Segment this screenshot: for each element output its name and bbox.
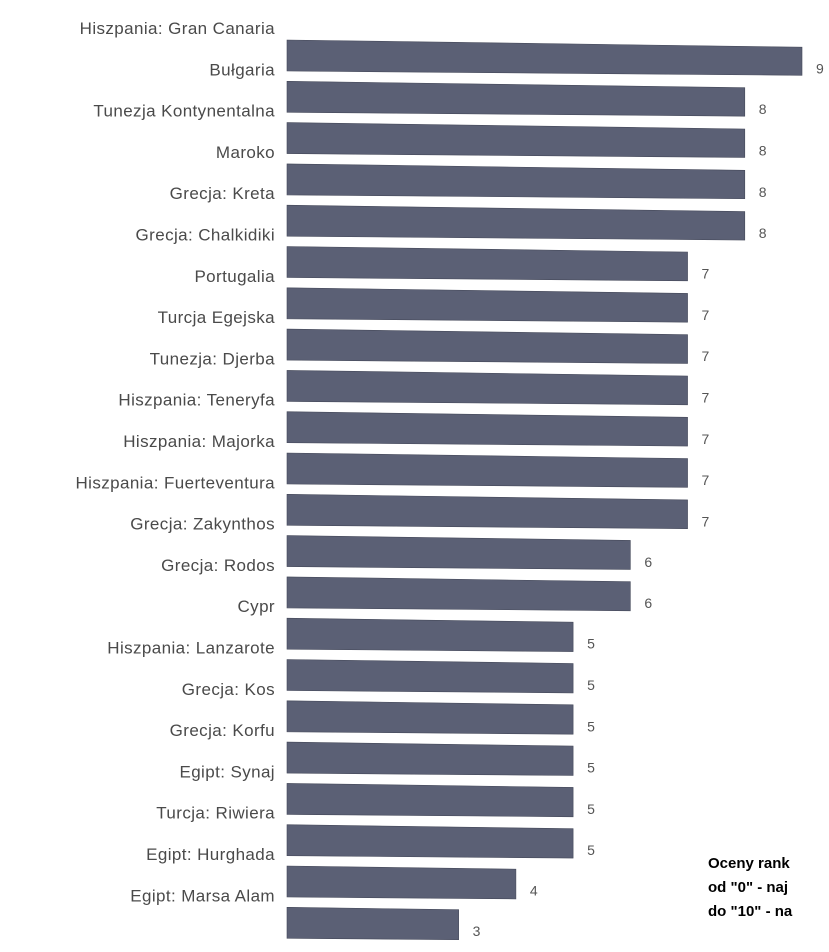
- value-label: 7: [702, 431, 710, 447]
- category-label: Tunezja Kontynentalna: [93, 102, 275, 121]
- value-label: 7: [702, 513, 710, 529]
- category-label: Hiszpania: Majorka: [123, 432, 275, 451]
- bar-9: [286, 370, 688, 406]
- bar-7: [286, 287, 688, 323]
- note-line-1: Oceny rank: [708, 855, 790, 872]
- category-labels-layer: Hiszpania: Gran Canaria Bułgaria Tunezja K…: [75, 19, 276, 905]
- bar-20: [286, 824, 574, 859]
- bar-12: [286, 493, 688, 529]
- category-label: Cypr: [238, 597, 276, 616]
- value-label: 8: [759, 184, 767, 200]
- category-label: Turcja Egejska: [158, 308, 276, 327]
- bar-22: [286, 906, 459, 941]
- category-label: Grecja: Kos: [182, 680, 275, 699]
- bar-16: [286, 659, 574, 694]
- value-label: 7: [702, 307, 710, 323]
- category-label: Tunezja: Djerba: [150, 349, 276, 368]
- category-label: Maroko: [216, 143, 275, 162]
- value-label: 5: [587, 760, 595, 776]
- bar-5: [286, 204, 746, 241]
- category-label: Turcja: Riwiera: [156, 804, 275, 823]
- note-line-3: do "10" - na: [708, 903, 793, 920]
- bar-13: [286, 535, 631, 570]
- bar-19: [286, 783, 574, 818]
- category-label: Grecja: Korfu: [170, 721, 275, 740]
- value-label: 9: [816, 61, 824, 77]
- bars-layer: [286, 39, 803, 941]
- value-label: 7: [702, 266, 710, 282]
- category-label: Grecja: Chalkidiki: [136, 226, 275, 245]
- value-label: 3: [473, 923, 481, 939]
- value-label: 7: [702, 390, 710, 406]
- category-label: Hiszpania: Fuerteventura: [75, 473, 275, 492]
- bar-18: [286, 741, 574, 776]
- bar-6: [286, 246, 688, 282]
- bar-8: [286, 328, 688, 364]
- bar-11: [286, 452, 688, 488]
- bar-4: [286, 163, 746, 200]
- category-label: Grecja: Kreta: [170, 184, 275, 203]
- bar-2: [286, 80, 746, 117]
- category-label: Hiszpania: Teneryfa: [118, 391, 275, 410]
- bar-14: [286, 576, 631, 612]
- rating-scale-note: Oceny rank od "0" - naj do "10" - na: [708, 852, 792, 924]
- value-label: 6: [644, 595, 652, 611]
- bar-1: [286, 39, 803, 76]
- category-label: Egipt: Synaj: [179, 762, 275, 781]
- value-label: 8: [759, 143, 767, 159]
- value-label: 5: [587, 677, 595, 693]
- bar-10: [286, 411, 688, 447]
- category-label: Grecja: Rodos: [161, 556, 275, 575]
- category-label: Grecja: Zakynthos: [130, 515, 275, 534]
- bar-17: [286, 700, 574, 735]
- note-line-2: od "0" - naj: [708, 879, 789, 896]
- category-label: Egipt: Hurghada: [146, 845, 275, 864]
- bar-3: [286, 122, 746, 158]
- category-label: Hiszpania: Lanzarote: [107, 639, 275, 658]
- bar-15: [286, 617, 574, 652]
- category-label: Bułgaria: [209, 60, 275, 79]
- value-label: 6: [644, 554, 652, 570]
- value-label: 8: [759, 101, 767, 117]
- value-label: 5: [587, 636, 595, 652]
- value-label: 4: [530, 883, 538, 899]
- value-label: 5: [587, 842, 595, 858]
- value-label: 5: [587, 718, 595, 734]
- bar-21: [286, 865, 517, 900]
- value-label: 7: [702, 348, 710, 364]
- value-label: 8: [759, 225, 767, 241]
- category-label: Portugalia: [194, 267, 275, 286]
- value-label: 5: [587, 801, 595, 817]
- value-labels-layer: 9 8 8 8 8 7 7 7 7 7 7 7 6 6 5 5 5 5 5 5 4 3: [473, 61, 824, 940]
- category-label: Hiszpania: Gran Canaria: [80, 19, 275, 38]
- category-label: Egipt: Marsa Alam: [130, 886, 275, 905]
- value-label: 7: [702, 472, 710, 488]
